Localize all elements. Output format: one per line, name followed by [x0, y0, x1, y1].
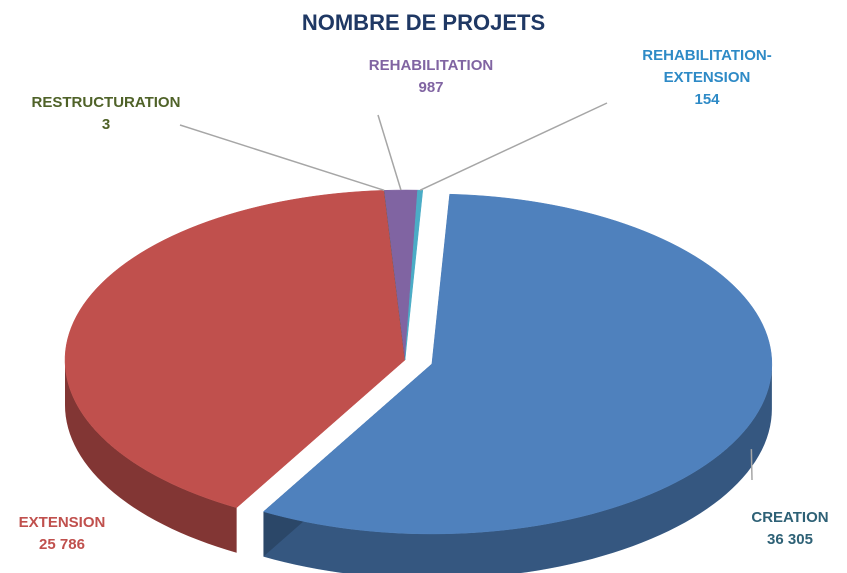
slice	[262, 193, 773, 535]
label-name: REHABILITATION	[368, 57, 494, 74]
label-name: EXTENSION	[18, 514, 106, 531]
data-label: RESTRUCTURATION 3	[16, 92, 196, 136]
chart-title: NOMBRE DE PROJETS	[301, 10, 546, 35]
leader-line	[179, 124, 385, 192]
label-value: 154	[694, 91, 720, 108]
data-label: EXTENSION 25 786	[0, 512, 132, 556]
slice-side-shade	[263, 363, 772, 573]
label-value: 25 786	[39, 536, 85, 553]
label-name: RESTRUCTURATION	[31, 94, 181, 111]
data-label: REHABILITATION 987	[346, 55, 516, 99]
label-value: 36 305	[767, 531, 813, 548]
label-name: REHABILITATION-EXTENSION	[642, 47, 772, 86]
leader-line	[377, 114, 402, 191]
slice-side-shade	[65, 360, 237, 553]
data-label: CREATION 36 305	[730, 507, 847, 551]
leader-line	[419, 102, 608, 191]
label-value: 987	[418, 79, 444, 96]
leader-line	[750, 449, 753, 481]
label-value: 3	[101, 116, 111, 133]
slice	[64, 190, 406, 508]
slice	[404, 189, 424, 361]
data-label: REHABILITATION-EXTENSION 154	[622, 45, 792, 111]
slice-side	[65, 360, 237, 553]
slice-side	[263, 363, 772, 573]
label-name: CREATION	[751, 509, 829, 526]
